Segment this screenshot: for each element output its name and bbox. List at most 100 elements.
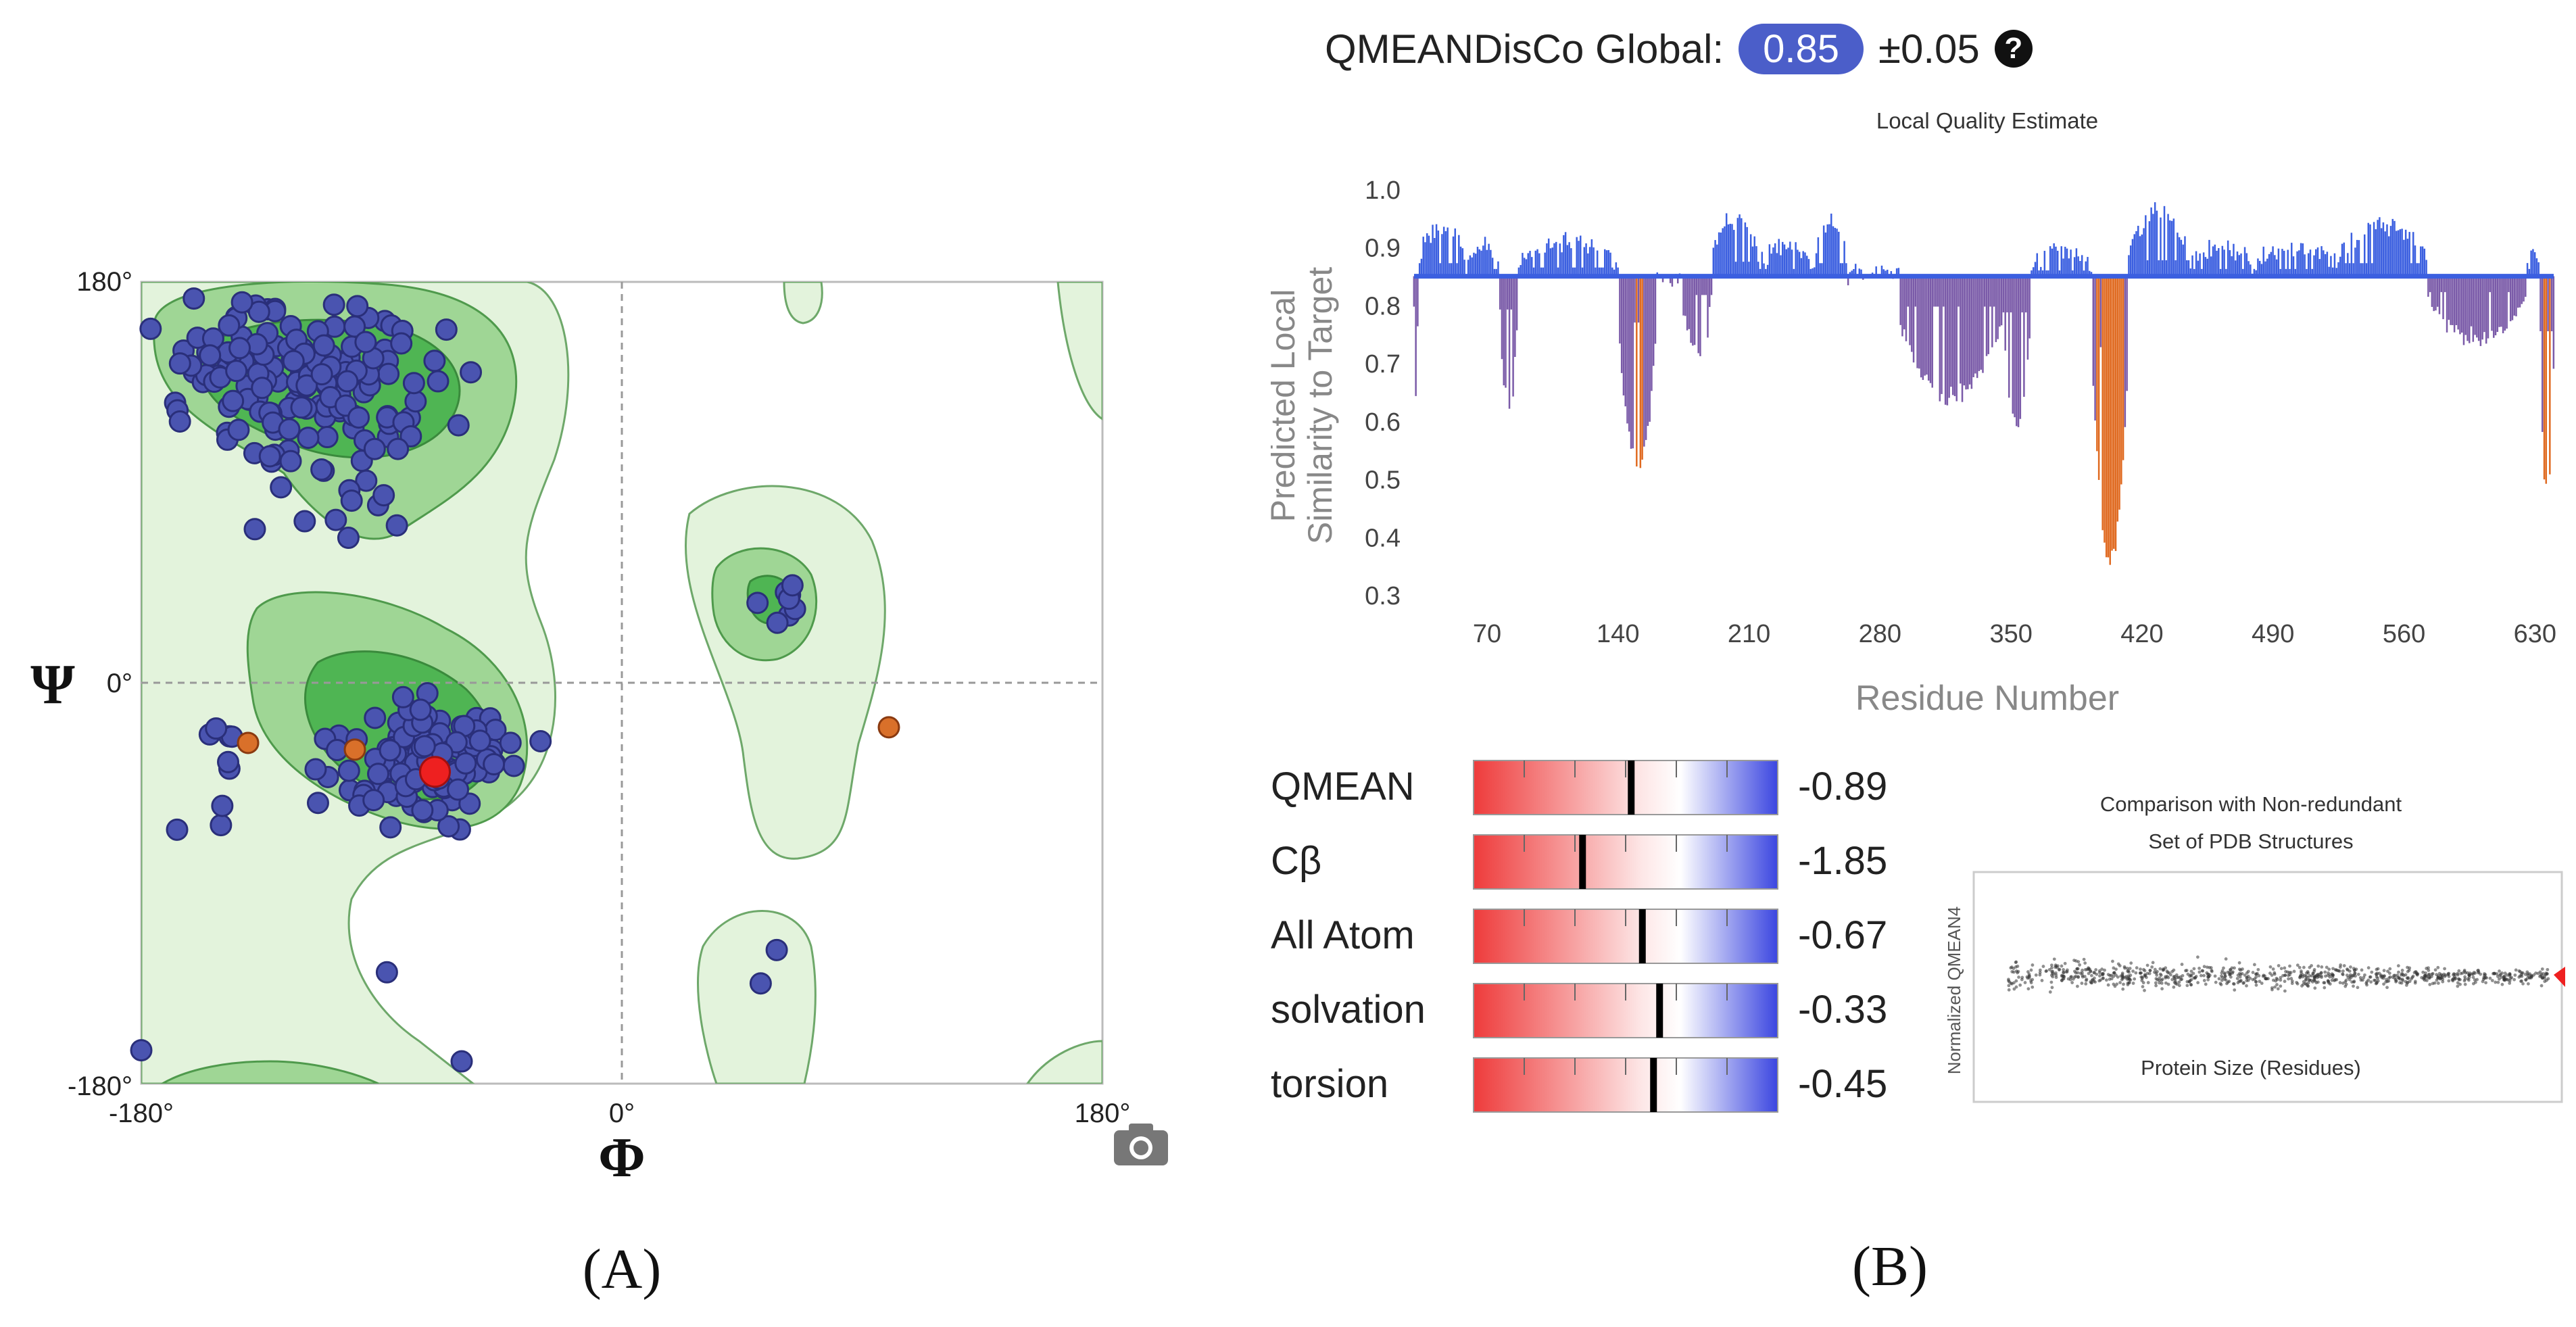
residue-bar [2292, 256, 2295, 276]
residue-bar [2302, 243, 2304, 276]
residue-bar [1802, 251, 1804, 276]
residue-point [347, 406, 370, 429]
reference-point [2154, 977, 2158, 981]
reference-point [2256, 971, 2259, 975]
z-score-value: -0.89 [1798, 765, 1887, 809]
reference-point [2397, 970, 2400, 974]
residue-bar [1486, 249, 1488, 276]
reference-point [2014, 979, 2018, 983]
residue-bar [2104, 276, 2106, 543]
residue-bar [1895, 268, 1898, 276]
residue-bar [2158, 260, 2160, 276]
reference-point [2494, 980, 2498, 984]
reference-point [2300, 969, 2303, 973]
residue-bar [1476, 247, 1479, 276]
residue-bar [2356, 239, 2358, 276]
reference-point [2081, 975, 2085, 979]
residue-point [290, 396, 313, 419]
x-tick-label: 70 [1473, 620, 1501, 648]
reference-point [2226, 980, 2230, 984]
residue-bar [2316, 247, 2319, 276]
reference-point [2545, 978, 2548, 982]
residue-bar [2313, 255, 2315, 276]
residue-bar [2496, 276, 2499, 333]
residue-point [258, 445, 281, 468]
residue-bar [1757, 262, 1759, 276]
reference-point [2231, 971, 2235, 975]
reference-point [2220, 974, 2223, 978]
reference-point [2435, 978, 2439, 982]
reference-point [2172, 975, 2176, 979]
residue-bar [1887, 270, 1889, 276]
residue-bar [1809, 268, 1812, 276]
residue-bar [1999, 276, 2001, 327]
residue-bar [2298, 250, 2300, 276]
reference-point [2381, 974, 2385, 978]
reference-point [2220, 971, 2224, 975]
reference-point [2233, 966, 2236, 970]
residue-bar [1814, 267, 1816, 276]
residue-bar [2358, 240, 2360, 276]
residue-bar [2414, 245, 2416, 276]
residue-bar [1615, 262, 1618, 276]
residue-bar [1458, 235, 1460, 276]
reference-point [2228, 973, 2231, 977]
reference-point [2283, 966, 2287, 970]
residue-bar [1733, 230, 1735, 276]
reference-point [2275, 983, 2279, 986]
reference-point [2065, 970, 2069, 974]
global-score-error: ±0.05 [1878, 26, 1980, 72]
reference-point [2223, 972, 2227, 976]
residue-bar [2542, 276, 2544, 432]
residue-bar [2519, 276, 2521, 308]
comparison-title: Comparison with Non-redundant [2100, 792, 2402, 816]
camera-icon[interactable] [1114, 1124, 1168, 1165]
reference-point [2127, 975, 2131, 980]
residue-bar [2229, 250, 2231, 276]
residue-bar [1515, 276, 1518, 331]
residue-bar [2333, 253, 2336, 276]
residue-bar [2289, 268, 2291, 276]
residue-bar [2187, 260, 2190, 276]
residue-bar [2367, 222, 2370, 276]
residue-bar [2429, 276, 2431, 293]
residue-bar [2453, 276, 2456, 333]
residue-bar [2257, 258, 2259, 276]
reference-point [2394, 979, 2398, 983]
residue-bar [1909, 276, 1911, 345]
ramachandran-plot: 180° 0° -180° -180° 0° 180° Ψ Φ (A) [30, 267, 1168, 1301]
reference-point [2209, 966, 2213, 969]
residue-bar [1488, 243, 1490, 276]
z-score-label: Cβ [1271, 839, 1321, 883]
residue-bar [2236, 251, 2239, 276]
reference-point [2232, 982, 2236, 986]
residue-bar [2360, 263, 2362, 276]
reference-point [2519, 980, 2523, 984]
reference-point [2436, 982, 2440, 985]
reference-point [2308, 978, 2311, 982]
reference-point [2279, 984, 2283, 988]
reference-point [2503, 971, 2507, 975]
residue-bar [2041, 270, 2044, 276]
residue-bar [1583, 247, 1586, 276]
residue-bar [2404, 229, 2407, 276]
reference-point [2158, 967, 2162, 971]
residue-bar [1619, 276, 1621, 344]
reference-point [2023, 981, 2027, 984]
reference-point [2473, 980, 2477, 984]
residue-point [166, 818, 189, 841]
z-score-row: QMEAN -0.89 [1271, 760, 1887, 815]
residue-bar [1450, 263, 1453, 276]
reference-point [2388, 967, 2392, 971]
residue-bar [2247, 261, 2250, 276]
residue-point [168, 352, 191, 375]
question-circle-icon[interactable]: ? [1994, 30, 2033, 68]
reference-point [2463, 982, 2467, 986]
residue-point [217, 750, 240, 773]
reference-point [2546, 967, 2550, 971]
reference-point [2185, 984, 2189, 988]
residue-point [222, 389, 245, 412]
residue-bar [2500, 276, 2502, 327]
residue-bar [1422, 237, 1424, 276]
residue-bar [2255, 270, 2257, 276]
